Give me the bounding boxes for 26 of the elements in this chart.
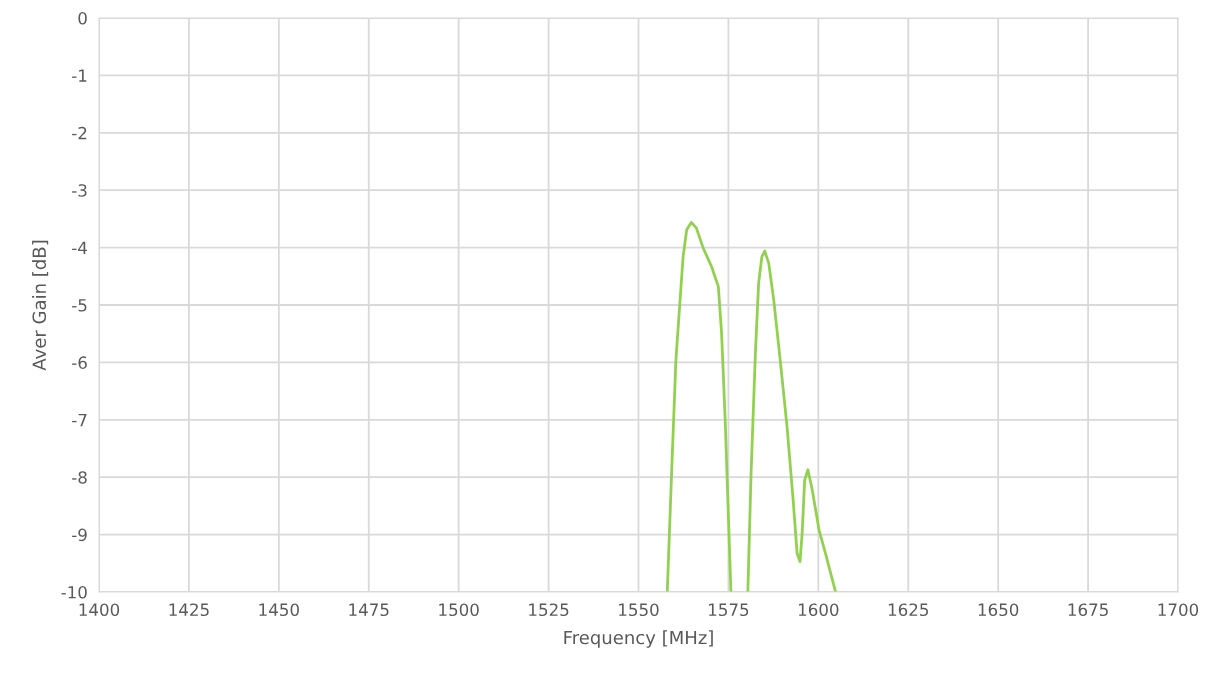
y-tick-label: -1 bbox=[72, 69, 87, 82]
y-tick-label: -3 bbox=[72, 184, 87, 197]
x-tick-label: 1700 bbox=[1158, 603, 1199, 617]
x-tick-label: 1575 bbox=[709, 603, 749, 617]
x-tick-label: 1400 bbox=[79, 603, 120, 617]
x-tick-label: 1650 bbox=[978, 603, 1019, 617]
x-tick-label: 1450 bbox=[259, 603, 299, 617]
x-tick-label: 1675 bbox=[1068, 603, 1108, 617]
y-axis-title: Aver Gain [dB] bbox=[32, 240, 49, 371]
y-tick-label: -5 bbox=[72, 299, 87, 312]
y-tick-label: -8 bbox=[72, 471, 87, 484]
x-axis-title: Frequency [MHz] bbox=[564, 630, 713, 648]
y-tick-label: -9 bbox=[72, 528, 87, 542]
x-tick-label: 1550 bbox=[619, 603, 659, 617]
x-tick-label: 1500 bbox=[439, 603, 479, 617]
x-tick-label: 1475 bbox=[349, 603, 389, 617]
y-tick-label: -7 bbox=[72, 413, 87, 427]
y-tick-label: 0 bbox=[78, 11, 87, 25]
y-tick-label: -6 bbox=[72, 356, 87, 369]
y-tick-label: -4 bbox=[72, 241, 87, 254]
y-tick-label: -10 bbox=[61, 585, 87, 599]
y-tick-label: -2 bbox=[72, 126, 87, 140]
x-tick-label: 1625 bbox=[888, 603, 928, 617]
x-tick-label: 1425 bbox=[169, 603, 209, 617]
x-tick-label: 1600 bbox=[798, 603, 839, 617]
x-tick-label: 1525 bbox=[529, 603, 569, 617]
